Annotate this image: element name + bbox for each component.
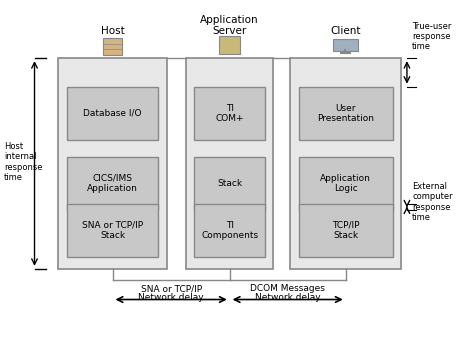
Text: True-user
response
time: True-user response time xyxy=(412,22,452,51)
FancyBboxPatch shape xyxy=(298,157,393,210)
Text: CICS/IMS
Application: CICS/IMS Application xyxy=(87,174,138,193)
Text: SNA or TCP/IP
Stack: SNA or TCP/IP Stack xyxy=(82,221,143,240)
Text: SNA or TCP/IP: SNA or TCP/IP xyxy=(140,284,202,293)
FancyBboxPatch shape xyxy=(333,39,358,51)
FancyBboxPatch shape xyxy=(186,58,274,269)
FancyBboxPatch shape xyxy=(195,204,265,257)
FancyBboxPatch shape xyxy=(67,204,159,257)
FancyBboxPatch shape xyxy=(103,38,122,55)
Text: TI
Components: TI Components xyxy=(201,221,258,240)
FancyBboxPatch shape xyxy=(67,87,159,140)
Text: Application
Server: Application Server xyxy=(200,15,259,36)
FancyBboxPatch shape xyxy=(219,36,240,54)
FancyBboxPatch shape xyxy=(298,87,393,140)
FancyBboxPatch shape xyxy=(298,204,393,257)
Text: Host
internal
response
time: Host internal response time xyxy=(4,142,42,182)
Text: DCOM Messages: DCOM Messages xyxy=(250,284,325,293)
FancyBboxPatch shape xyxy=(58,58,167,269)
Text: Database I/O: Database I/O xyxy=(83,109,142,118)
Text: Application
Logic: Application Logic xyxy=(320,174,371,193)
FancyBboxPatch shape xyxy=(67,157,159,210)
Text: Host: Host xyxy=(101,27,124,36)
Text: Stack: Stack xyxy=(217,179,242,188)
FancyBboxPatch shape xyxy=(195,157,265,210)
Text: External
computer
response
time: External computer response time xyxy=(412,182,453,222)
Text: Network delay: Network delay xyxy=(139,293,204,302)
Text: User
Presentation: User Presentation xyxy=(317,104,374,123)
Text: TCP/IP
Stack: TCP/IP Stack xyxy=(332,221,359,240)
FancyBboxPatch shape xyxy=(195,87,265,140)
Text: Client: Client xyxy=(330,27,361,36)
FancyBboxPatch shape xyxy=(290,58,401,269)
Text: TI
COM+: TI COM+ xyxy=(216,104,244,123)
Text: Network delay: Network delay xyxy=(255,293,320,302)
